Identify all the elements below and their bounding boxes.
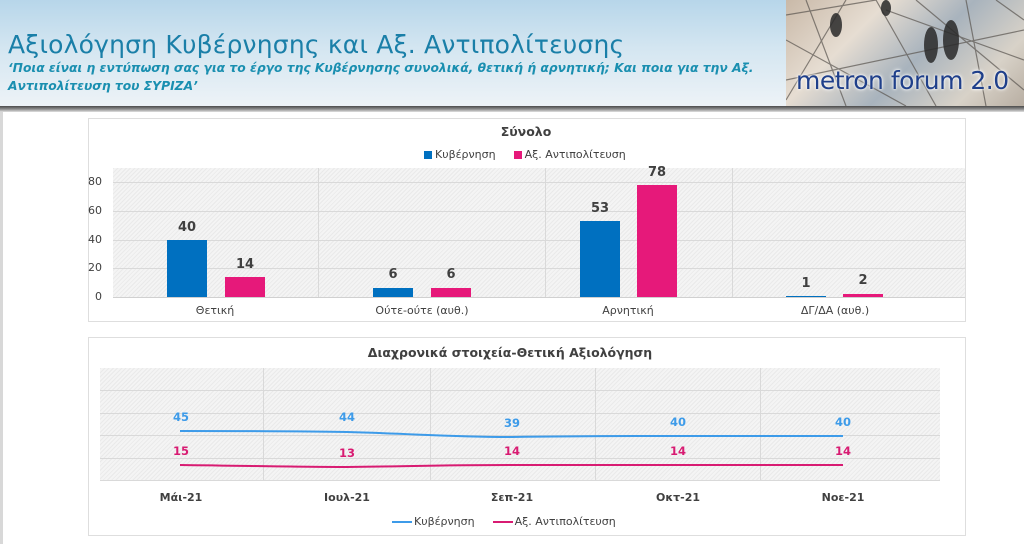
legend-item-opposition: Αξ. Αντιπολίτευση (492, 515, 616, 528)
header-banner: Αξιολόγηση Κυβέρνησης και Αξ. Αντιπολίτε… (0, 0, 1024, 108)
line-point-label-opposition: 14 (669, 444, 687, 458)
category-divider (545, 168, 546, 297)
gridline-0 (113, 297, 965, 298)
page-title: Αξιολόγηση Κυβέρνησης και Αξ. Αντιπολίτε… (8, 30, 625, 59)
line-government (179, 430, 843, 439)
x-month-label: Οκτ-21 (655, 491, 701, 504)
y-tick: 20 (88, 261, 102, 274)
bar-value-label: 14 (235, 257, 255, 272)
gridline (100, 458, 940, 459)
bar-opposition-dk (843, 294, 883, 297)
line-point-label-government: 40 (834, 415, 852, 429)
y-tick: 60 (88, 204, 102, 217)
line-point-label-opposition: 15 (172, 444, 190, 458)
bar-government-negative (580, 221, 620, 297)
line-point-label-government: 44 (338, 410, 356, 424)
bar-value-label: 2 (858, 273, 868, 288)
page-subtitle-question: ‘Ποια είναι η εντύπωση σας για το έργο τ… (8, 61, 754, 93)
logo-text: metron forum 2.0 (796, 66, 1009, 95)
line-point-label-government: 39 (503, 416, 521, 430)
legend-label: Κυβέρνηση (414, 515, 475, 528)
y-tick: 0 (95, 290, 102, 303)
legend-label: Αξ. Αντιπολίτευση (524, 148, 626, 161)
gridline-60 (113, 211, 965, 212)
gridline (100, 413, 940, 414)
legend-item-opposition: Αξ. Αντιπολίτευση (513, 148, 626, 161)
legend-label: Κυβέρνηση (435, 148, 496, 161)
gridline-vertical (760, 368, 761, 481)
x-category-label: Θετική (195, 304, 235, 317)
gridline-20 (113, 268, 965, 269)
gridline (100, 480, 940, 481)
line-point-label-opposition: 14 (834, 444, 852, 458)
bar-government-neutral (373, 288, 413, 297)
bar-government-positive (167, 240, 207, 297)
x-month-label: Νοε-21 (821, 491, 865, 504)
x-category-label: Ούτε-ούτε (αυθ.) (375, 304, 469, 317)
bar-government-dk (786, 296, 826, 297)
bar-opposition-neutral (431, 288, 471, 297)
line-plot-area (100, 368, 940, 481)
line-chart-title: Διαχρονικά στοιχεία-Θετική Αξιολόγηση (367, 345, 653, 360)
x-category-label: ΔΓ/ΔΑ (αυθ.) (800, 304, 870, 317)
line-point-label-government: 40 (669, 415, 687, 429)
logo-background-photo-icon (786, 0, 1024, 106)
legend-label: Αξ. Αντιπολίτευση (514, 515, 616, 528)
gridline-40 (113, 240, 965, 241)
legend-line-blue-icon (392, 520, 412, 523)
left-edge-divider (0, 112, 3, 544)
bar-value-label: 53 (590, 201, 610, 216)
x-month-label: Μάι-21 (159, 491, 203, 504)
line-opposition (179, 464, 843, 469)
header-divider (0, 106, 1024, 112)
bar-value-label: 6 (446, 267, 456, 282)
x-month-label: Ιουλ-21 (324, 491, 370, 504)
x-category-label: Αρνητική (602, 304, 654, 317)
gridline-vertical (595, 368, 596, 481)
bar-value-label: 1 (801, 276, 811, 291)
legend-swatch-blue-icon (424, 150, 432, 159)
legend-item-government: Κυβέρνηση (392, 515, 475, 528)
line-point-label-opposition: 13 (338, 446, 356, 460)
bar-opposition-negative (637, 185, 677, 297)
gridline (100, 390, 940, 391)
legend-swatch-pink-icon (513, 150, 522, 159)
legend-item-government: Κυβέρνηση (424, 148, 496, 161)
gridline-vertical (430, 368, 431, 481)
bar-chart-legend: Κυβέρνηση Αξ. Αντιπολίτευση (424, 148, 644, 161)
bar-value-label: 6 (388, 267, 398, 282)
bar-value-label: 40 (177, 220, 197, 235)
gridline (100, 435, 940, 436)
bar-chart-title: Σύνολο (500, 124, 552, 139)
gridline-vertical (263, 368, 264, 481)
category-divider (732, 168, 733, 297)
x-month-label: Σεπ-21 (490, 491, 534, 504)
line-point-label-opposition: 14 (503, 444, 521, 458)
metron-forum-logo: metron forum 2.0 (786, 0, 1024, 106)
bar-value-label: 78 (647, 165, 667, 180)
line-chart-legend: Κυβέρνηση Αξ. Αντιπολίτευση (392, 515, 634, 528)
bar-opposition-positive (225, 277, 265, 297)
category-divider (318, 168, 319, 297)
gridline-80 (113, 182, 965, 183)
y-tick: 80 (88, 175, 102, 188)
bar-plot-area (113, 168, 965, 297)
y-tick: 40 (88, 233, 102, 246)
line-point-label-government: 45 (172, 410, 190, 424)
legend-line-pink-icon (492, 520, 513, 523)
